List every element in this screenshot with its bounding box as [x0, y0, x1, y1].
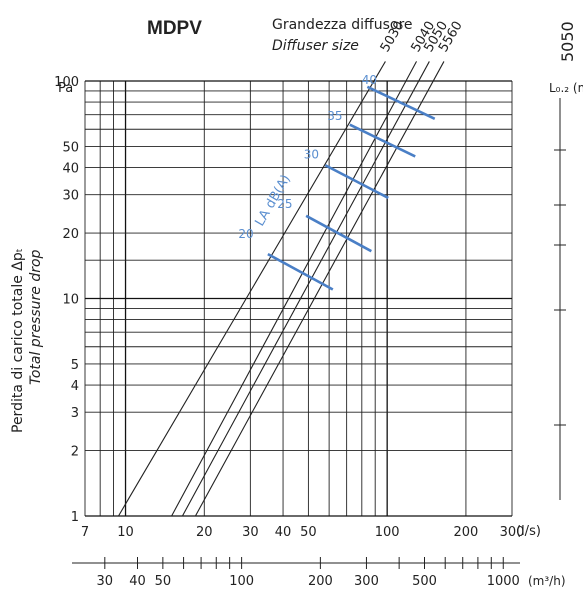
secondary-x-tick-label: 200: [308, 574, 333, 589]
x-tick-label: 300: [500, 525, 525, 540]
secondary-x-tick-label: 40: [129, 574, 146, 589]
right-throw-scale: [554, 98, 566, 500]
secondary-x-tick-label: 50: [155, 574, 172, 589]
y-axis-title-en: Total pressure drop: [28, 249, 44, 385]
diffuser-size-label-it: Grandezza diffusore: [272, 17, 413, 33]
x-tick-label: 30: [242, 525, 259, 540]
y-tick-label: 2: [71, 445, 79, 460]
noise-line-20: [267, 252, 334, 291]
noise-line-40: [366, 85, 436, 121]
x-tick-label: 200: [454, 525, 479, 540]
size-curve-5050: [181, 61, 430, 517]
y-axis-title-it: Perdita di carico totale Δpₜ: [10, 248, 26, 433]
secondary-x-unit-label: (m³/h): [528, 574, 566, 588]
noise-line-30: [324, 164, 389, 200]
y-tick-label: 40: [62, 162, 79, 177]
y-tick-label: 50: [62, 140, 79, 155]
secondary-x-tick-label: 1000: [487, 574, 520, 589]
noise-line-label: 25: [277, 197, 292, 211]
noise-line-35: [349, 123, 416, 158]
noise-line-label: 30: [304, 148, 319, 162]
y-tick-label: 100: [54, 75, 79, 90]
x-tick-label: 40: [275, 525, 292, 540]
y-tick-label: 1: [71, 510, 79, 525]
diffuser-size-label-en: Diffuser size: [272, 38, 359, 54]
secondary-x-tick-label: 300: [354, 574, 379, 589]
noise-line-label: 20: [238, 227, 253, 241]
noise-line-label: 35: [327, 109, 342, 123]
y-tick-label: 10: [62, 293, 79, 308]
y-tick-label: 30: [62, 189, 79, 204]
size-curve-5560: [194, 61, 445, 517]
size-curve-5030: [118, 61, 386, 517]
noise-line-label: 40: [362, 73, 377, 87]
x-unit-label: (l/s): [516, 524, 541, 539]
noise-line-25: [305, 214, 372, 253]
y-tick-label: 5: [71, 358, 79, 373]
right-size-label: 5050: [558, 21, 577, 62]
x-tick-label: 10: [117, 525, 134, 540]
y-tick-label: 20: [62, 227, 79, 242]
x-tick-label: 7: [81, 525, 89, 540]
model-title: MDPV: [147, 18, 202, 39]
secondary-x-tick-label: 30: [97, 574, 114, 589]
y-tick-label: 3: [71, 406, 79, 421]
y-tick-label: 4: [71, 379, 79, 394]
x-tick-label: 50: [300, 525, 317, 540]
secondary-x-tick-label: 500: [412, 574, 437, 589]
x-tick-label: 100: [375, 525, 400, 540]
y-unit-label: Pa: [58, 81, 73, 96]
secondary-x-tick-label: 100: [229, 574, 254, 589]
right-axis-label: L₀.₂ (m: [549, 81, 583, 95]
x-tick-label: 20: [196, 525, 213, 540]
